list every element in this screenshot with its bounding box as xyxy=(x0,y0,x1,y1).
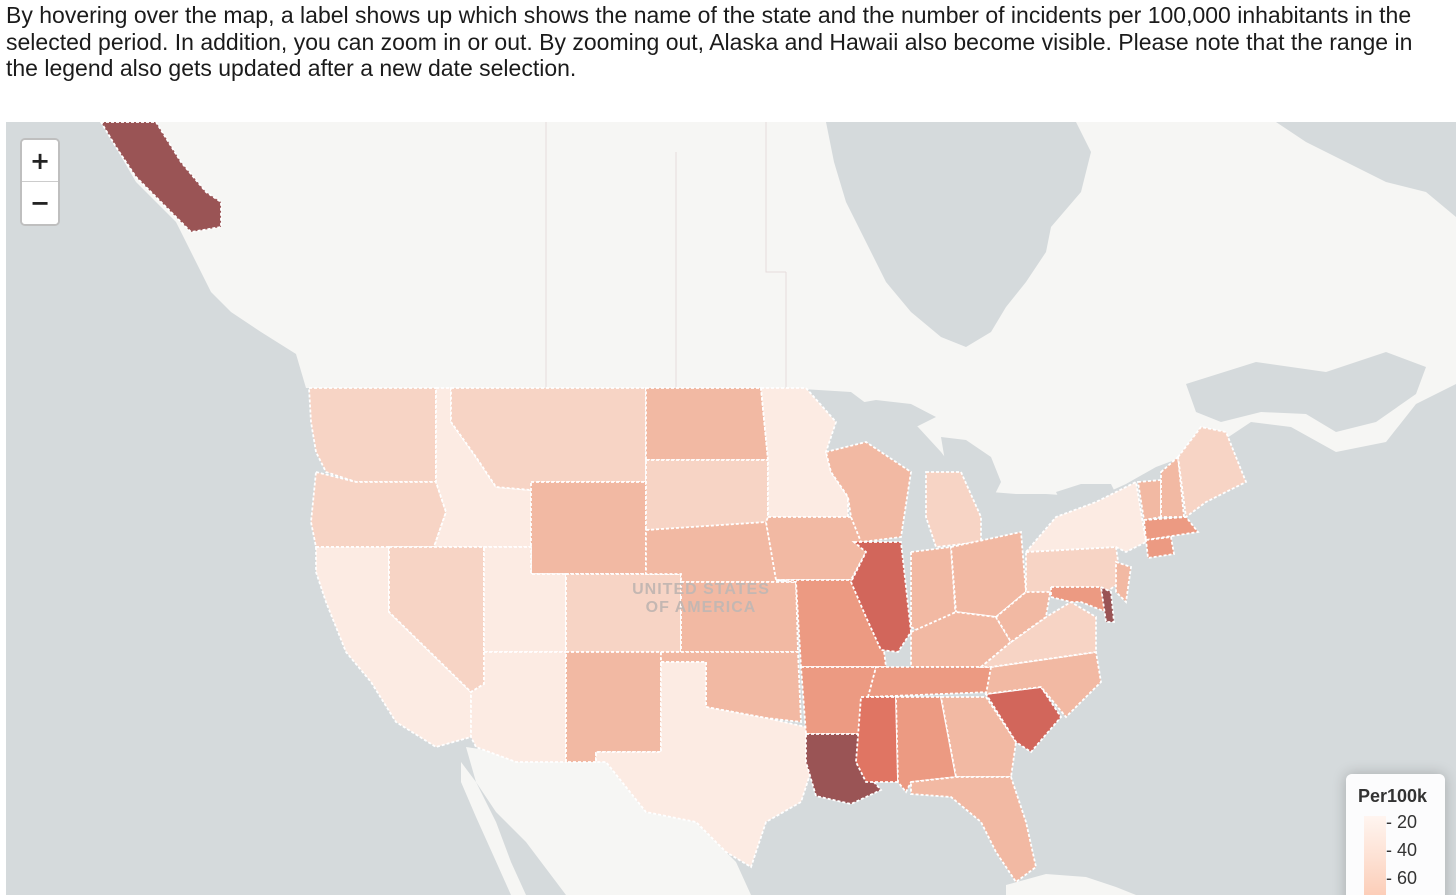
state-south-carolina[interactable] xyxy=(984,686,1063,754)
state-oregon[interactable] xyxy=(310,470,447,548)
legend-title: Per100k xyxy=(1358,786,1428,806)
lake-huron xyxy=(941,437,1001,507)
state-michigan[interactable] xyxy=(925,471,982,548)
state-west-virginia[interactable] xyxy=(994,585,1053,644)
state-georgia[interactable] xyxy=(939,696,1017,778)
state-delaware[interactable] xyxy=(1099,585,1115,623)
lake-ontario xyxy=(1056,484,1116,502)
state-texas[interactable] xyxy=(595,661,815,869)
hudson-bay xyxy=(826,122,1091,347)
legend: Per100k 20 40 60 xyxy=(1346,774,1445,895)
intro-paragraph: By hovering over the map, a label shows … xyxy=(6,2,1413,81)
canada-land xyxy=(101,122,1456,496)
zoom-out-button[interactable]: − xyxy=(22,182,58,224)
state-utah[interactable] xyxy=(483,546,567,653)
choropleth-map[interactable]: UNITED STATES OF AMERICA + − Per100k 20 … xyxy=(6,122,1456,895)
lake-superior xyxy=(806,400,936,442)
state-mississippi[interactable] xyxy=(855,696,899,783)
state-south-dakota[interactable] xyxy=(645,459,769,531)
state-indiana[interactable] xyxy=(910,545,957,633)
state-connecticut[interactable] xyxy=(1145,536,1176,560)
gulf-st-lawrence xyxy=(1186,352,1426,432)
legend-tick: 20 xyxy=(1386,812,1417,833)
state-massachusetts[interactable] xyxy=(1143,516,1200,542)
country-label-line1: UNITED STATES xyxy=(632,581,770,598)
state-nebraska[interactable] xyxy=(645,521,780,583)
legend-tick: 60 xyxy=(1386,868,1417,889)
cuba-land xyxy=(1006,874,1136,895)
legend-color-bar xyxy=(1364,816,1386,895)
zoom-control: + − xyxy=(20,138,60,226)
map-canvas[interactable]: UNITED STATES OF AMERICA xyxy=(6,122,1456,895)
state-louisiana[interactable] xyxy=(805,733,883,805)
province-borders xyxy=(545,122,787,388)
state-iowa[interactable] xyxy=(765,516,867,581)
state-washington[interactable] xyxy=(308,387,437,483)
northern-bay xyxy=(1276,122,1456,217)
mexico-land xyxy=(466,747,751,895)
zoom-in-button[interactable]: + xyxy=(22,140,58,182)
state-tennessee[interactable] xyxy=(866,666,1003,698)
state-arizona[interactable] xyxy=(470,651,567,763)
state-wyoming[interactable] xyxy=(530,481,647,575)
state-north-dakota[interactable] xyxy=(645,387,769,461)
state-nevada[interactable] xyxy=(388,546,485,694)
state-florida[interactable] xyxy=(910,776,1038,884)
state-alaska[interactable] xyxy=(99,122,222,233)
state-illinois[interactable] xyxy=(850,541,912,653)
state-new-york[interactable] xyxy=(1023,480,1147,554)
us-states[interactable] xyxy=(99,122,1248,884)
state-new-jersey[interactable] xyxy=(1115,560,1132,604)
baja-california xyxy=(461,762,526,895)
state-new-mexico[interactable] xyxy=(565,651,662,763)
legend-tick: 40 xyxy=(1386,840,1417,861)
state-pennsylvania[interactable] xyxy=(1025,546,1122,593)
country-label-line2: OF AMERICA xyxy=(646,599,757,616)
